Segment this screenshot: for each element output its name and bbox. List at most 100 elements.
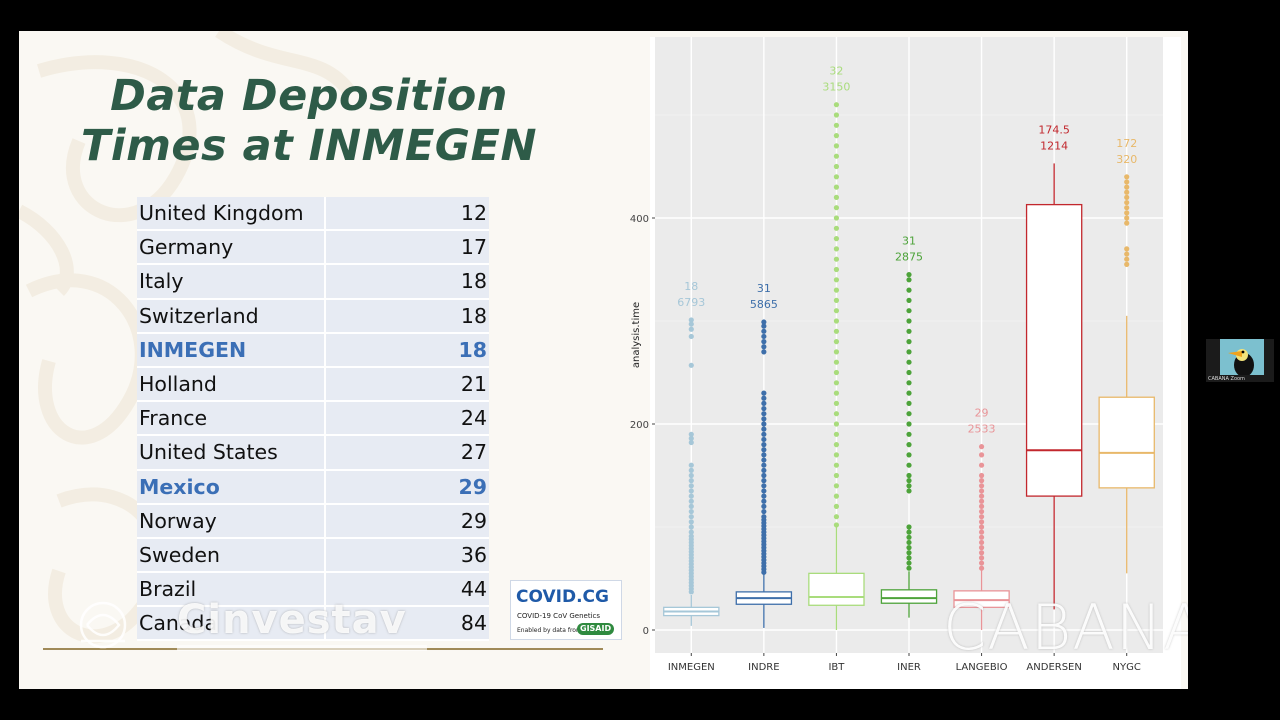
cinvestav-logo: Cinvestav	[67, 593, 427, 653]
value-cell: 18	[458, 337, 487, 362]
outlier-point	[906, 560, 912, 566]
outlier-point	[833, 225, 840, 231]
outlier-point	[833, 246, 840, 252]
outlier-point	[688, 439, 694, 446]
outlier-point	[761, 436, 767, 443]
cinvestav-wordmark: Cinvestav	[177, 597, 407, 643]
outlier-point	[833, 390, 840, 396]
outlier-point	[688, 519, 694, 525]
outlier-point	[833, 297, 840, 303]
column-divider	[324, 436, 326, 469]
value-cell: 17	[460, 235, 487, 260]
participant-avatar	[1220, 339, 1264, 375]
outlier-point	[906, 550, 912, 556]
outlier-point	[761, 344, 767, 350]
boxplot-chart: 0 200 400 analysis.time 18 6793 INMEGEN 31 5865 I…	[630, 37, 1181, 689]
outlier-point	[761, 483, 767, 489]
outlier-point	[761, 493, 767, 499]
outlier-point	[1124, 205, 1130, 211]
outlier-point	[761, 498, 767, 504]
outlier-point	[906, 452, 912, 458]
outlier-point	[906, 308, 912, 314]
outlier-point	[1124, 215, 1130, 221]
outlier-point	[978, 444, 985, 450]
x-tick-label: IBT	[828, 662, 845, 673]
outlier-point	[761, 421, 767, 427]
value-cell: 18	[460, 303, 487, 328]
column-divider	[324, 470, 326, 503]
presentation-slide: Data Deposition Times at INMEGEN United …	[19, 31, 1188, 689]
outlier-point	[906, 277, 912, 283]
outlier-point	[906, 369, 912, 376]
count-annotation: 3150	[822, 81, 850, 94]
x-tick-label: NYGC	[1113, 662, 1141, 673]
outlier-point	[906, 472, 912, 479]
outlier-point	[978, 493, 985, 499]
box	[1098, 396, 1155, 489]
count-annotation: 320	[1116, 153, 1137, 166]
outlier-point	[1124, 210, 1130, 216]
outlier-point	[833, 503, 840, 509]
x-tick-label: LANGEBIO	[956, 662, 1008, 673]
outlier-point	[688, 435, 694, 442]
outlier-point	[833, 184, 840, 190]
outlier-point	[833, 514, 840, 520]
outlier-point	[906, 349, 912, 355]
outlier-point	[761, 339, 767, 345]
outlier-point	[906, 339, 912, 345]
outlier-point	[688, 493, 694, 499]
outlier-point	[688, 529, 694, 535]
table-row: Canada 84	[137, 607, 489, 642]
outlier-point	[978, 550, 985, 556]
outlier-point	[1124, 246, 1130, 252]
outlier-point	[906, 297, 912, 303]
outlier-point	[906, 442, 912, 448]
outlier-point	[833, 308, 840, 314]
outlier-point	[1124, 174, 1130, 180]
table-row: Mexico 29	[137, 470, 489, 505]
x-tick-label: INDRE	[748, 662, 779, 673]
toucan-icon	[1220, 339, 1264, 375]
table-row: INMEGEN 18	[137, 333, 489, 368]
box	[808, 572, 865, 606]
table-row: Switzerland 18	[137, 299, 489, 334]
outlier-point	[906, 380, 912, 386]
outlier-point	[906, 390, 912, 396]
box	[1025, 203, 1083, 497]
outlier-point	[833, 472, 840, 479]
outlier-point	[833, 318, 840, 324]
value-cell: 29	[460, 508, 487, 533]
outlier-point	[761, 319, 767, 325]
outlier-point	[688, 333, 694, 340]
outlier-point	[761, 508, 767, 515]
x-tick-label: INMEGEN	[668, 662, 715, 673]
zoom-participant-tile[interactable]: CABANA Zoom	[1206, 339, 1274, 382]
cinvestav-subline	[177, 645, 427, 651]
outlier-point	[833, 452, 840, 458]
outlier-point	[833, 400, 840, 406]
covid-cg-name: COVID.CG	[516, 587, 609, 607]
covid-cg-subtitle: COVID-19 CoV Genetics	[517, 612, 601, 620]
outlier-point	[978, 503, 985, 509]
outlier-point	[833, 328, 840, 334]
median-annotation: 29	[975, 407, 989, 420]
outlier-point	[978, 452, 985, 458]
value-cell: 12	[460, 201, 487, 225]
count-annotation: 2533	[968, 423, 996, 436]
outlier-point	[833, 483, 840, 489]
column-divider	[324, 299, 326, 332]
outlier-point	[761, 411, 767, 417]
emblem-icon	[79, 601, 127, 649]
deposition-times-table: United Kingdom 12 Germany 17 Italy 18 Switzerl…	[137, 197, 489, 642]
outlier-point	[1124, 179, 1130, 185]
x-tick-label: INER	[897, 662, 921, 673]
outlier-point	[688, 431, 694, 437]
country-cell: Mexico	[139, 474, 220, 499]
outlier-point	[761, 395, 767, 401]
outlier-point	[761, 323, 767, 329]
y-tick-label: 200	[630, 420, 649, 431]
value-cell: 21	[460, 371, 487, 396]
table-row: Germany 17	[137, 231, 489, 266]
outlier-point	[978, 498, 985, 504]
box	[880, 589, 938, 604]
